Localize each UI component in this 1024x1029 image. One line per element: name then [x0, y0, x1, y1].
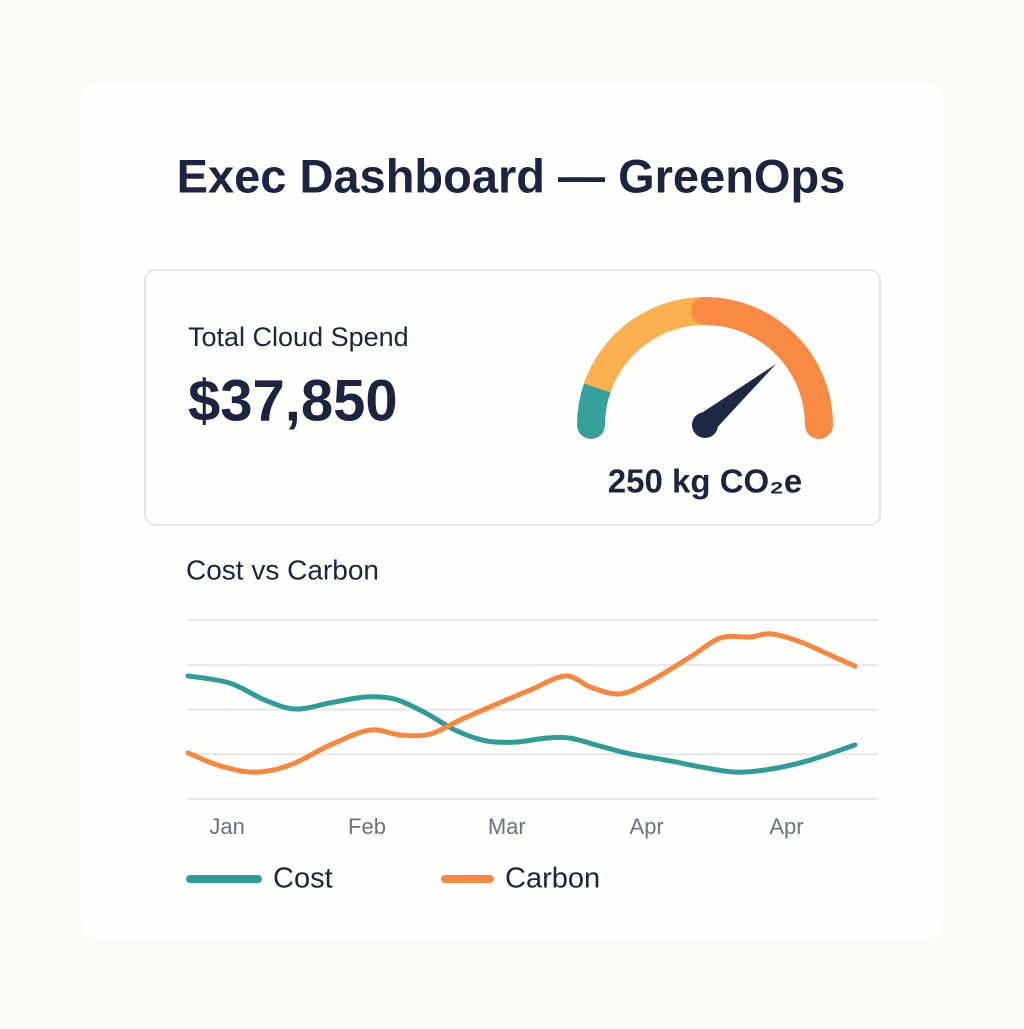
- gauge-label: 250 kg CO₂e: [608, 463, 802, 500]
- gauge-segment: [577, 373, 612, 439]
- series-line: [185, 673, 858, 775]
- x-tick-label: Feb: [348, 814, 386, 839]
- gauge-segment: [691, 297, 833, 439]
- legend-label: Cost: [273, 863, 333, 895]
- legend-label: Carbon: [505, 863, 600, 895]
- x-tick-label: Mar: [488, 814, 526, 839]
- kpi-value: $37,850: [188, 368, 398, 433]
- gauge-segment: [583, 297, 706, 393]
- title: Exec Dashboard — GreenOps: [177, 149, 846, 202]
- kpi-panel: [144, 269, 881, 526]
- kpi-label: Total Cloud Spend: [188, 322, 409, 352]
- series-line: [185, 631, 858, 775]
- x-tick-label: Apr: [769, 814, 803, 839]
- gauge-hub: [692, 412, 718, 438]
- gauge-needle: [697, 364, 776, 433]
- x-tick-label: Jan: [209, 814, 244, 839]
- gauge: [577, 297, 833, 439]
- chart-title: Cost vs Carbon: [186, 554, 379, 585]
- x-tick-label: Apr: [630, 814, 664, 839]
- plot: Jan Feb Mar Apr Apr Cost Carbon: [185, 619, 878, 895]
